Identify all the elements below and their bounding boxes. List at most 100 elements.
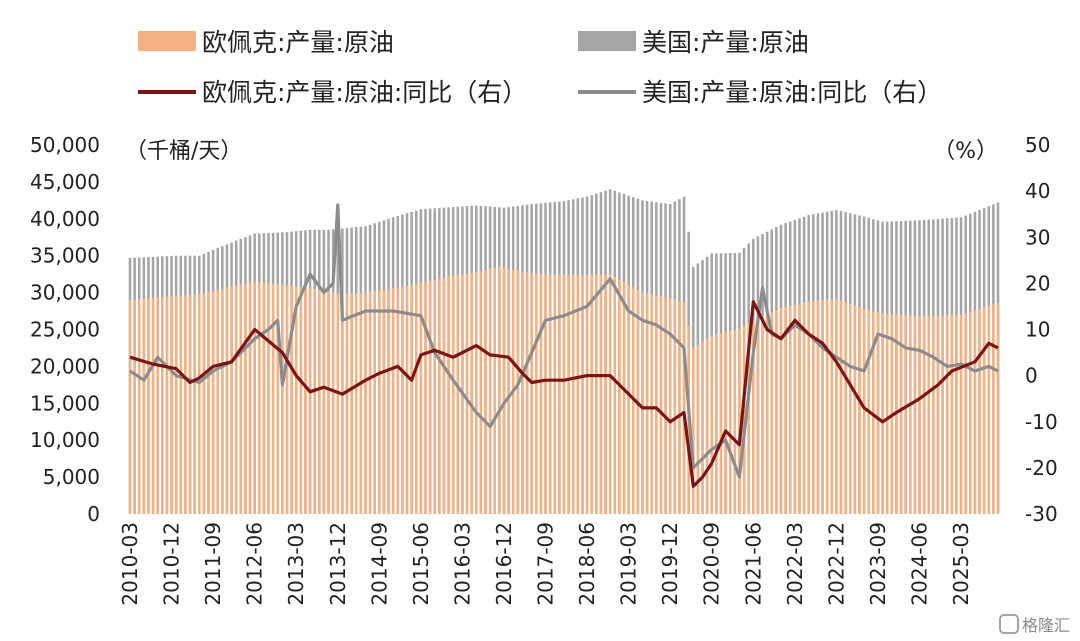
x-tick: 2022-03 — [783, 522, 807, 606]
bar-opec-production — [821, 299, 824, 514]
bar-opec-production — [493, 267, 497, 514]
bar-opec-production — [299, 286, 303, 514]
bar-opec-production — [571, 274, 575, 514]
bar-opec-production — [484, 269, 487, 514]
bar-opec-production — [170, 295, 173, 514]
bar-opec-production — [733, 329, 737, 514]
bar-opec-production — [396, 287, 400, 514]
bar-opec-production — [978, 308, 981, 514]
bar-opec-production — [488, 268, 492, 514]
y-right-tick: 50 — [1025, 133, 1050, 157]
bar-opec-production — [987, 305, 991, 514]
bar-opec-production — [655, 295, 658, 514]
bar-opec-production — [627, 284, 630, 514]
bar-opec-production — [387, 288, 390, 514]
bar-opec-production — [862, 308, 866, 514]
bar-opec-production — [678, 301, 681, 514]
y-left-tick: 35,000 — [30, 244, 100, 268]
bar-opec-production — [909, 315, 912, 514]
y-left-tick: 40,000 — [30, 207, 100, 231]
bar-opec-production — [562, 274, 566, 514]
bar-opec-production — [659, 296, 663, 514]
y-left-tick: 5,000 — [43, 465, 100, 489]
line-layer — [129, 203, 999, 488]
bar-opec-production — [442, 277, 446, 514]
y-left-tick: 10,000 — [30, 428, 100, 452]
x-tick: 2019-03 — [617, 522, 641, 606]
bar-opec-production — [447, 276, 450, 514]
bar-opec-production — [807, 301, 810, 514]
bar-opec-production — [507, 268, 510, 514]
bar-opec-production — [161, 296, 164, 514]
y-right-tick: 10 — [1025, 318, 1050, 342]
bar-opec-production — [142, 298, 146, 514]
y-right-tick: -10 — [1025, 410, 1058, 434]
bar-opec-production — [738, 328, 741, 514]
bar-opec-production — [433, 279, 436, 514]
bar-opec-production — [996, 302, 1000, 514]
bar-opec-production — [581, 274, 584, 514]
bar-opec-production — [585, 274, 589, 514]
watermark-logo-icon — [999, 614, 1019, 634]
bar-opec-production — [756, 317, 760, 514]
bar-opec-production — [350, 293, 353, 514]
bar-opec-production — [313, 289, 316, 514]
bar-opec-production — [881, 313, 884, 514]
bar-layer — [128, 189, 1000, 515]
bar-opec-production — [724, 332, 727, 514]
bar-opec-production — [253, 281, 256, 514]
bar-opec-production — [193, 294, 196, 514]
bar-opec-production — [599, 274, 603, 514]
x-tick: 2018-06 — [575, 522, 599, 606]
bar-opec-production — [604, 274, 607, 514]
y-left-tick: 50,000 — [30, 133, 100, 157]
bar-opec-production — [345, 293, 349, 514]
bar-opec-production — [941, 315, 944, 514]
legend-label: 美国:产量:原油 — [642, 28, 809, 57]
bar-opec-production — [336, 293, 340, 514]
x-tick: 2012-06 — [243, 522, 267, 606]
bar-opec-production — [701, 341, 704, 514]
bar-opec-production — [475, 271, 478, 514]
bar-opec-production — [969, 311, 972, 514]
y-left-tick: 45,000 — [30, 170, 100, 194]
bar-opec-production — [133, 299, 136, 514]
bar-opec-production — [816, 300, 820, 514]
bar-opec-production — [576, 274, 580, 514]
y-right-tick: 30 — [1025, 225, 1050, 249]
bar-opec-production — [936, 315, 940, 514]
bar-opec-production — [137, 299, 141, 514]
bar-opec-production — [373, 291, 376, 514]
bar-opec-production — [548, 274, 552, 514]
y-left-tick: 20,000 — [30, 354, 100, 378]
bar-opec-production — [267, 283, 270, 514]
x-tick: 2021-06 — [741, 522, 765, 606]
bar-opec-production — [359, 292, 363, 514]
bar-opec-production — [982, 307, 986, 514]
bar-opec-production — [788, 305, 792, 514]
bar-opec-production — [728, 330, 732, 514]
legend-label: 美国:产量:原油:同比（右） — [642, 78, 942, 107]
x-tick: 2015-06 — [409, 522, 433, 606]
bar-opec-production — [955, 314, 958, 514]
legend-swatch — [138, 31, 196, 51]
bar-opec-production — [682, 302, 686, 514]
axes: 50,000 45,000 40,000 35,000 30,000 25,000 20,0… — [30, 133, 1058, 606]
bar-opec-production — [973, 310, 977, 514]
y-left-unit: （千桶/天） — [125, 139, 242, 164]
bar-opec-production — [405, 285, 409, 514]
bar-opec-production — [765, 314, 769, 514]
watermark-text: 格隆汇 — [1022, 616, 1070, 635]
bar-opec-production — [719, 333, 723, 514]
bar-opec-production — [595, 274, 598, 514]
bar-opec-production — [761, 315, 764, 514]
bar-opec-production — [959, 314, 963, 514]
bar-opec-production — [802, 302, 806, 514]
bar-opec-production — [294, 286, 298, 514]
bar-opec-production — [525, 272, 529, 514]
bar-opec-production — [391, 288, 395, 514]
bar-opec-production — [567, 274, 570, 514]
bar-opec-production — [179, 295, 183, 514]
bar-opec-production — [285, 285, 289, 514]
